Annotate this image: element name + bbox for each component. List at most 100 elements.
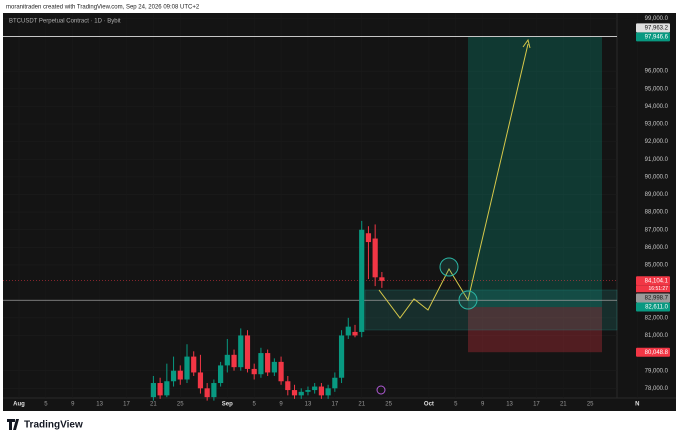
price-label-box — [636, 32, 670, 42]
price-label-box — [636, 347, 670, 357]
x-tick-label: 25 — [385, 402, 392, 408]
loss-zone — [468, 307, 602, 353]
candle-body — [265, 353, 271, 373]
price-label: 84,104.1 — [645, 278, 669, 284]
x-tick-label: 17 — [331, 402, 338, 408]
y-tick-label: 99,000.0 — [645, 16, 669, 22]
x-tick-label: 17 — [123, 402, 130, 408]
candle-body — [184, 356, 190, 380]
x-tick-label: 17 — [533, 402, 540, 408]
y-tick-label: 82,000.0 — [645, 315, 669, 321]
candle-body — [150, 383, 156, 398]
candle-body — [318, 386, 324, 396]
zone — [364, 289, 618, 331]
candle-body — [251, 368, 257, 375]
y-tick-label: 81,000.0 — [645, 333, 669, 339]
x-tick-label: 9 — [279, 402, 283, 408]
candle-body — [379, 277, 385, 281]
zigzag-path — [378, 43, 529, 319]
x-tick-label: 9 — [71, 402, 75, 408]
candle-body — [338, 335, 345, 378]
y-tick-label: 89,000.0 — [645, 192, 669, 198]
candle-body — [204, 388, 210, 398]
y-tick-label: 94,000.0 — [645, 104, 669, 110]
price-label-box — [636, 23, 670, 33]
y-tick-label: 96,000.0 — [645, 69, 669, 75]
candle-body — [285, 381, 291, 391]
y-tick-label: 85,000.0 — [645, 263, 669, 269]
axes: 78,000.0 79,000.0 81,000.0 82,000.0 85,000.0… — [13, 16, 670, 408]
candle-body — [332, 377, 338, 389]
y-tick-label: 93,000.0 — [645, 122, 669, 128]
candle-body — [345, 326, 351, 336]
candle-body — [271, 361, 277, 373]
price-label: 97,946.6 — [645, 34, 669, 40]
price-label: 82,998.7 — [645, 296, 669, 302]
x-tick-label: 5 — [253, 402, 257, 408]
price-label-box — [636, 302, 670, 312]
marker-circle — [458, 290, 478, 310]
event-icon — [376, 385, 386, 395]
candle-body — [312, 386, 318, 391]
candle-body — [365, 233, 372, 243]
y-tick-label: 78,000.0 — [645, 386, 669, 392]
candle-body — [177, 370, 183, 380]
x-tick-label: 25 — [587, 402, 594, 408]
candle-body — [164, 381, 170, 396]
price-label: 97,963.2 — [645, 25, 669, 31]
candle-body — [170, 370, 177, 382]
x-tick-label: 9 — [481, 402, 485, 408]
y-tick-label: 86,000.0 — [645, 245, 669, 251]
candle-body — [278, 361, 284, 382]
candles — [150, 220, 385, 401]
x-tick-label: 13 — [305, 402, 312, 408]
candle-body — [238, 335, 244, 368]
candle-body — [244, 335, 251, 369]
projection — [378, 38, 531, 319]
x-tick-label: 13 — [96, 402, 103, 408]
brand-name: TradingView — [24, 420, 83, 431]
y-tick-label: 88,000.0 — [645, 210, 669, 216]
y-tick-label: 90,000.0 — [645, 174, 669, 180]
candle-body — [191, 356, 197, 373]
candle-body — [157, 383, 163, 396]
candle-body — [305, 390, 311, 392]
candle-body — [211, 383, 217, 398]
brand-logo — [7, 419, 19, 430]
x-tick-label: 25 — [177, 402, 184, 408]
candle-body — [197, 372, 204, 389]
y-tick-label: 92,000.0 — [645, 139, 669, 145]
candle-body — [258, 353, 264, 375]
price-label: 82,611.0 — [645, 305, 669, 311]
y-tick-label: 87,000.0 — [645, 227, 669, 233]
x-tick-label: 21 — [358, 402, 365, 408]
price-label-box — [636, 276, 670, 286]
candle-body — [224, 354, 230, 366]
credit: moranitraden created with TradingView.co… — [6, 5, 200, 11]
x-tick-label: Aug — [13, 402, 25, 408]
candle-body — [291, 390, 298, 396]
x-tick-label: 21 — [560, 402, 567, 408]
candle-body — [352, 331, 358, 336]
position-tool — [468, 36, 602, 353]
y-tick-label: 91,000.0 — [645, 157, 669, 163]
countdown: 16:51:27 — [649, 286, 669, 292]
x-tick-label: Sep — [222, 402, 233, 408]
x-tick-label: 5 — [44, 402, 48, 408]
chart-title: BTCUSDT Perpetual Contract · 1D · Bybit — [9, 19, 121, 25]
candle-body — [218, 365, 224, 384]
y-tick-label: 79,000.0 — [645, 368, 669, 374]
candle-body — [231, 354, 237, 368]
countdown-box — [636, 285, 670, 293]
x-tick-label: 21 — [150, 402, 157, 408]
candle-body — [359, 229, 365, 332]
candle-body — [325, 388, 331, 396]
footer-bar — [0, 411, 679, 438]
profit-zone — [468, 36, 602, 308]
price-label: 80,048.8 — [645, 350, 669, 356]
y-tick-label: 95,000.0 — [645, 86, 669, 92]
x-tick-label: Oct — [424, 402, 434, 408]
x-tick-label: 13 — [506, 402, 513, 408]
marker-circle — [439, 257, 459, 277]
